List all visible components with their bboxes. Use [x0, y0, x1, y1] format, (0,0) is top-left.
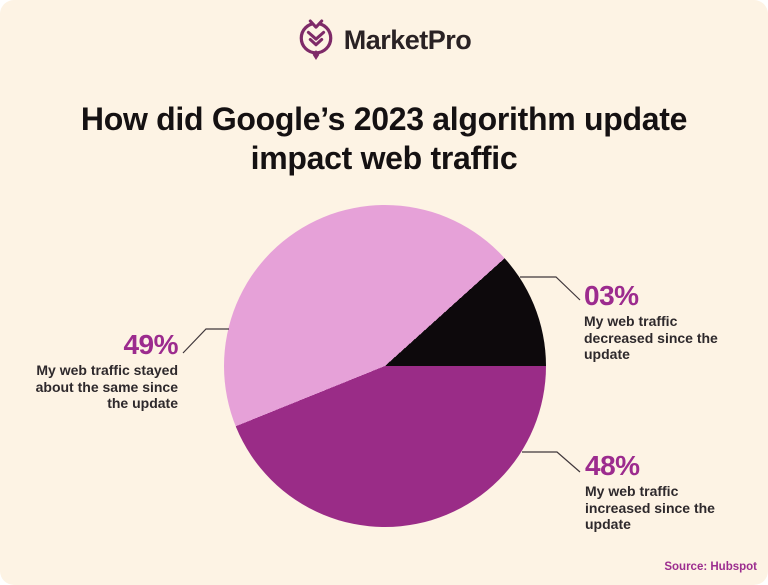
pct-increased: 48%: [585, 450, 640, 481]
marketpro-emblem-icon: [297, 18, 335, 62]
pct-decreased: 03%: [584, 280, 639, 311]
callout-line-decreased: [520, 276, 581, 301]
logo: MarketPro: [0, 18, 768, 62]
label-increased: My web traffic increased since the updat…: [585, 483, 715, 533]
label-stayed-same: My web traffic stayed about the same sin…: [35, 362, 178, 412]
pie-chart: [224, 205, 546, 527]
callout-line-stayed-same: [182, 328, 229, 354]
logo-text: MarketPro: [343, 24, 472, 55]
callout-stayed-same: 49% My web traffic stayed about the same…: [18, 329, 179, 412]
chart-title: How did Google’s 2023 algorithm update i…: [80, 101, 688, 176]
label-decreased: My web traffic decreased since the updat…: [584, 313, 718, 363]
callout-increased: 48% My web traffic increased since the u…: [585, 451, 745, 533]
source-note: Source: Hubspot: [664, 561, 757, 573]
callout-decreased: 03% My web traffic decreased since the u…: [584, 281, 744, 363]
callout-line-increased: [522, 451, 581, 473]
pct-stayed-same: 49%: [123, 329, 178, 360]
